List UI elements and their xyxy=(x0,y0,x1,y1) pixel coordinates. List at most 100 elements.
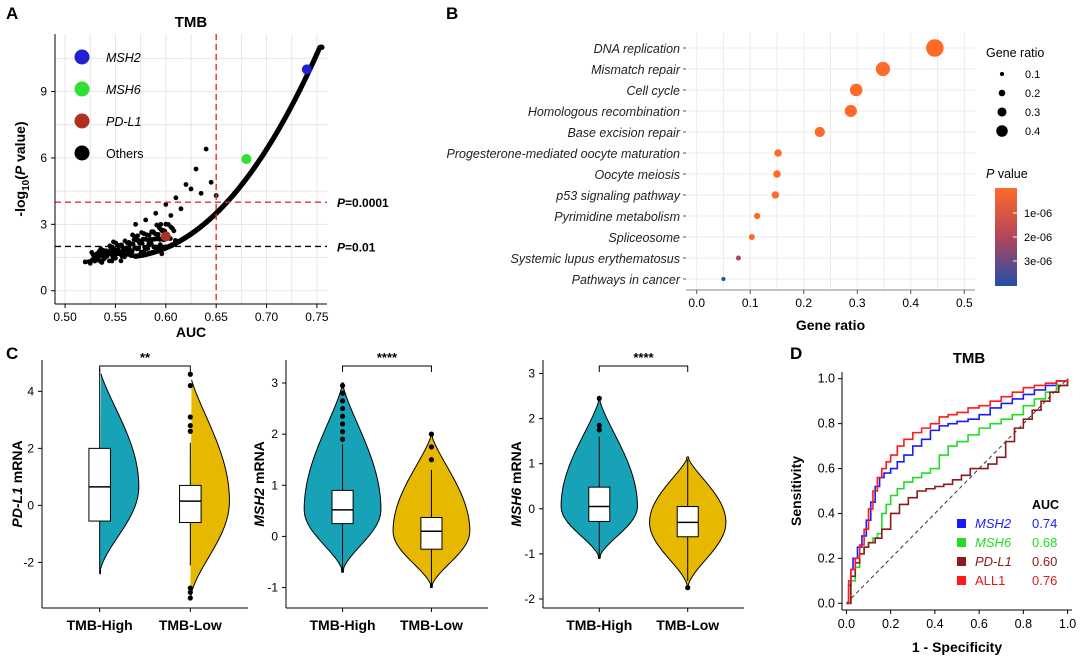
x-tick-label: 1.0 xyxy=(1059,617,1076,631)
legend-label: MSH6 xyxy=(975,535,1012,550)
y-axis-label: MSH2 mRNA xyxy=(251,441,267,527)
x-tick-label: 0.1 xyxy=(742,296,759,310)
y-tick-label: 0 xyxy=(528,502,535,516)
x-tick-label: 0.70 xyxy=(255,310,279,324)
scatter-point xyxy=(168,224,174,230)
scatter-point xyxy=(143,217,149,223)
scatter-point xyxy=(149,237,155,242)
size-legend-dot xyxy=(996,125,1008,137)
category-label: Pyrimidine metabolism xyxy=(554,210,680,224)
outlier-point xyxy=(187,422,193,429)
legend-label: ALL1 xyxy=(975,573,1005,588)
legend-swatch xyxy=(957,576,966,585)
y-tick-label: -2 xyxy=(23,555,34,569)
enrichment-dot xyxy=(748,234,755,240)
scatter-point xyxy=(111,239,116,245)
significance-label: **** xyxy=(633,350,654,365)
panel-c3: TMB-High TMB-Low **** -2 -1 0 1 2 3 MSH6 mRNA xyxy=(508,350,744,633)
outlier-point xyxy=(339,413,346,419)
scatter-point xyxy=(103,248,109,254)
category-label: Oocyte meiosis xyxy=(595,168,680,182)
x-axis-label: AUC xyxy=(176,324,206,340)
outlier-point xyxy=(187,595,193,601)
size-legend-dot xyxy=(999,71,1005,77)
y-tick-label: 3 xyxy=(40,217,47,231)
outlier-point xyxy=(428,444,435,450)
category-label: Pathways in cancer xyxy=(572,273,681,287)
legend-swatch xyxy=(957,538,966,547)
enrichment-dot xyxy=(849,83,863,97)
violin xyxy=(99,373,140,575)
scatter-point xyxy=(198,190,204,196)
highlight-point-msh2 xyxy=(301,64,312,75)
y-tick-label: 1 xyxy=(271,478,278,492)
legend-auc-value: 0.60 xyxy=(1032,554,1057,569)
scatter-point xyxy=(96,248,102,254)
color-legend-label: 1e-06 xyxy=(1024,208,1052,220)
legend-auc-value: 0.68 xyxy=(1032,535,1057,550)
category-label: p53 signaling pathway xyxy=(555,189,680,203)
y-tick-label: 0.2 xyxy=(818,551,835,565)
x-tick-label: 0.8 xyxy=(1015,617,1032,631)
highlight-point-msh6 xyxy=(241,154,252,165)
y-tick-label: 6 xyxy=(40,151,47,165)
outlier-point xyxy=(339,428,346,435)
scatter-point xyxy=(153,231,159,237)
x-tick-label: 0.2 xyxy=(795,296,812,310)
x-tick-label: 0.0 xyxy=(688,296,705,310)
scatter-point xyxy=(159,251,165,257)
category-label: Progesterone-mediated oocyte maturation xyxy=(447,147,681,161)
box xyxy=(179,484,202,523)
size-legend-label: 0.2 xyxy=(1025,88,1040,100)
scatter-point xyxy=(188,186,194,192)
box xyxy=(588,486,611,522)
outlier-point xyxy=(596,395,602,401)
scatter-point xyxy=(135,237,141,243)
box xyxy=(88,447,111,522)
outlier-point xyxy=(187,371,193,377)
panel-letter-d: D xyxy=(790,344,802,363)
scatter-point xyxy=(208,179,214,185)
box xyxy=(331,489,354,525)
roc-curve-all1 xyxy=(846,378,1069,605)
scatter-point xyxy=(183,182,189,187)
panel-c1: TMB-High TMB-Low ** -2 0 2 4 PD-L1 mRNA xyxy=(9,350,248,633)
threshold-label: P=0.01 xyxy=(337,240,376,254)
legend-swatch xyxy=(957,519,966,528)
legend-swatch xyxy=(74,145,90,161)
scatter-point xyxy=(119,253,125,259)
legend-swatch xyxy=(957,557,966,566)
scatter-point xyxy=(125,240,130,246)
x-tick-label: 0.55 xyxy=(104,310,128,324)
outlier-point xyxy=(339,390,346,396)
diagonal-reference xyxy=(846,378,1068,604)
enrichment-dot xyxy=(774,149,782,157)
scatter-point xyxy=(93,254,99,259)
scatter-point xyxy=(138,249,144,255)
panel-letter-b: B xyxy=(446,4,458,23)
legend-swatch xyxy=(74,49,90,65)
y-axis-label: MSH6 mRNA xyxy=(508,441,524,527)
scatter-point xyxy=(89,257,95,263)
category-label: Homologous recombination xyxy=(528,105,680,119)
legend-label: MSH6 xyxy=(106,83,141,97)
panel-letter-a: A xyxy=(6,4,18,23)
x-tick-label: 0.5 xyxy=(956,296,973,310)
panel-c2: TMB-High TMB-Low **** -1 0 1 2 3 MSH2 mRNA xyxy=(251,350,488,633)
y-tick-label: -2 xyxy=(524,592,535,606)
y-tick-label: 0.8 xyxy=(818,417,835,431)
size-legend-title: Gene ratio xyxy=(986,46,1044,60)
scatter-point xyxy=(172,238,178,243)
scatter-point xyxy=(128,253,134,258)
x-axis-label: 1 - Specificity xyxy=(912,639,1002,655)
scatter-point xyxy=(114,251,120,257)
color-legend-label: 2e-06 xyxy=(1024,232,1052,244)
chart-title: TMB xyxy=(175,14,208,31)
category-label: Base excision repair xyxy=(567,126,680,140)
x-tick-label: 0.4 xyxy=(926,617,943,631)
y-tick-label: 4 xyxy=(27,384,34,398)
category-label: Systemic lupus erythematosus xyxy=(510,252,680,266)
enrichment-dot xyxy=(814,126,825,138)
y-tick-label: 2 xyxy=(528,412,535,426)
scatter-point xyxy=(100,253,106,259)
